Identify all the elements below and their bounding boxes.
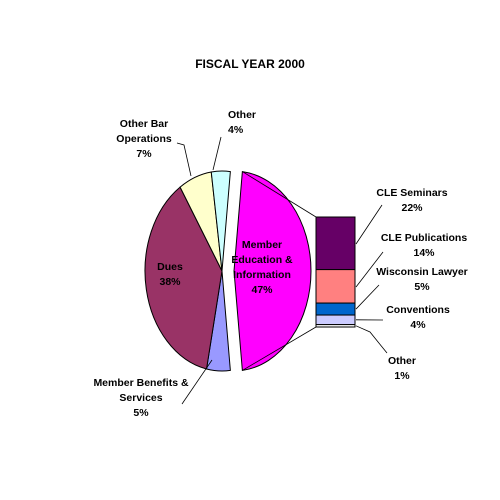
leader-line-member-benefits xyxy=(181,359,213,405)
chart-title: FISCAL YEAR 2000 xyxy=(195,57,305,71)
bar-segment-cle-seminars xyxy=(315,216,356,271)
bar-segment-other-bar xyxy=(315,324,356,328)
pie-label-member-benefits-and-services: Member Benefits & Services 5% xyxy=(93,377,189,419)
leader-line-other-bar-operations xyxy=(176,142,192,177)
pie-slice-member-education-and-information xyxy=(233,171,312,371)
bar-segment-cle-publications xyxy=(315,269,356,304)
pie-slice-other-pie xyxy=(210,170,231,272)
leader-line-other-bar xyxy=(355,325,388,354)
connector-line-bottom xyxy=(242,326,317,371)
stacked-bar xyxy=(242,171,356,371)
pie xyxy=(144,170,312,372)
bar-segment-conventions xyxy=(315,314,356,326)
leader-line-other-pie xyxy=(212,136,222,171)
bar-label-conventions: Conventions 4% xyxy=(386,304,450,331)
pie-label-member-education-and-information: Member Education & Information 47% xyxy=(231,239,293,296)
bar-label-other-bar: Other 1% xyxy=(388,355,416,382)
pie-label-other-bar-operations: Other Bar Operations 7% xyxy=(116,118,172,160)
pie-label-dues: Dues 38% xyxy=(157,261,183,288)
leader-line-cle-publications xyxy=(355,251,384,288)
bar-segment-wisconsin-lawyer xyxy=(315,302,356,316)
connector-line-top xyxy=(242,171,317,218)
leader-line-wisconsin-lawyer xyxy=(355,284,380,310)
data-labels: Member Education & Information 47% Member Be… xyxy=(93,109,467,419)
pie-label-other-pie: Other 4% xyxy=(228,109,256,136)
bar-label-cle-publications: CLE Publications 14% xyxy=(381,232,468,259)
bar-label-wisconsin-lawyer: Wisconsin Lawyer 5% xyxy=(376,266,468,293)
leader-line-cle-seminars xyxy=(355,204,383,245)
bar-label-cle-seminars: CLE Seminars 22% xyxy=(376,187,447,214)
